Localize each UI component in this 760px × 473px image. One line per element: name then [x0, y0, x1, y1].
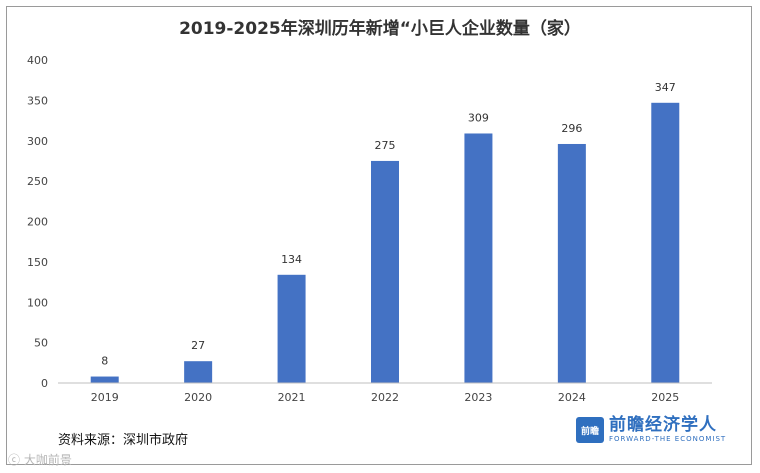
- bar-2022: [371, 160, 399, 383]
- y-tick-label: 250: [27, 175, 48, 188]
- y-tick-label: 400: [27, 54, 48, 67]
- data-label-2022: 275: [375, 139, 396, 152]
- y-tick-label: 0: [41, 377, 48, 390]
- y-tick-label: 50: [34, 337, 48, 350]
- bar-2019: [90, 376, 119, 383]
- bar-2021: [277, 274, 306, 383]
- x-tick-label-2021: 2021: [278, 391, 306, 404]
- brand-logo-icon: 前瞻: [576, 417, 604, 443]
- x-tick-label-2019: 2019: [91, 391, 119, 404]
- data-label-2020: 27: [191, 339, 205, 352]
- x-tick-label-2025: 2025: [651, 391, 679, 404]
- brand-logo: 前瞻 前瞻经济学人 FORWARD-THE ECONOMIST: [576, 416, 726, 444]
- y-tick-label: 300: [27, 135, 48, 148]
- bar-2023: [464, 133, 493, 383]
- data-label-2021: 134: [281, 253, 302, 266]
- data-label-2025: 347: [655, 81, 676, 94]
- y-tick-label: 200: [27, 216, 48, 229]
- x-tick-label-2023: 2023: [464, 391, 492, 404]
- chart-title: 2019-2025年深圳历年新增“小巨人企业数量（家）: [179, 19, 581, 39]
- data-label-2023: 309: [468, 111, 489, 124]
- x-axis-ticks: 2019 2020 2021 2022 2023 2024 2025: [91, 391, 680, 404]
- y-axis-ticks: 0 50 100 150 200 250 300 350 400: [27, 54, 48, 390]
- y-tick-label: 150: [27, 256, 48, 269]
- y-tick-label: 350: [27, 94, 48, 107]
- y-tick-label: 100: [27, 296, 48, 309]
- bars: 8 27 134 275 309 296 347: [90, 81, 680, 384]
- data-label-2024: 296: [561, 122, 582, 135]
- brand-name: 前瞻经济学人: [609, 415, 717, 435]
- bar-2020: [184, 361, 213, 383]
- data-label-2019: 8: [101, 355, 108, 368]
- source-note: 资料来源：深圳市政府: [58, 433, 189, 448]
- brand-subtitle: FORWARD-THE ECONOMIST: [609, 435, 727, 443]
- corner-watermark: ⓒ 大咖前景: [8, 453, 72, 467]
- x-tick-label-2020: 2020: [184, 391, 212, 404]
- bar-2024: [557, 143, 586, 383]
- bar-2025: [651, 102, 680, 384]
- x-tick-label-2024: 2024: [558, 391, 586, 404]
- x-tick-label-2022: 2022: [371, 391, 399, 404]
